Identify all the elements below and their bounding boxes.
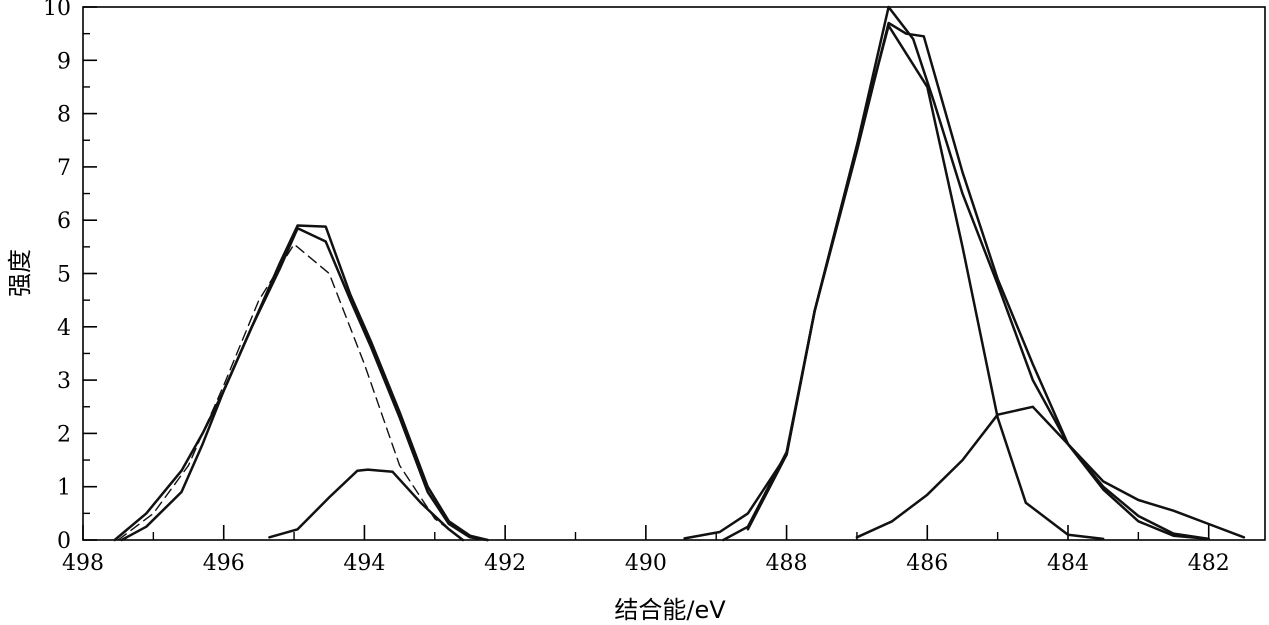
- x-tick-label: 494: [343, 551, 385, 576]
- series-line-6: [722, 21, 1210, 542]
- x-axis-label: 结合能/eV: [614, 596, 726, 624]
- x-tick-label: 484: [1047, 551, 1089, 576]
- series-line-4: [268, 468, 465, 542]
- y-tick-label: 2: [57, 422, 71, 447]
- y-tick-label: 10: [43, 0, 71, 21]
- x-tick-label: 498: [62, 551, 104, 576]
- x-tick-label: 496: [203, 551, 245, 576]
- series-line-1: [113, 224, 489, 542]
- x-tick-label: 486: [906, 551, 948, 576]
- y-tick-label: 9: [57, 49, 71, 74]
- plot-frame: [82, 6, 1266, 541]
- y-tick-label: 0: [57, 529, 71, 554]
- x-tick-label: 488: [766, 551, 808, 576]
- y-tick-label: 6: [57, 209, 71, 234]
- y-tick-label: 4: [57, 316, 71, 341]
- x-tick-label: 492: [484, 551, 526, 576]
- y-tick-label: 3: [57, 369, 71, 394]
- series-line-8: [855, 405, 1210, 541]
- series-line-2: [120, 226, 489, 542]
- x-tick-label: 490: [625, 551, 667, 576]
- series-layer: [113, 5, 1246, 542]
- y-tick-label: 1: [57, 476, 71, 501]
- x-tick-label: 482: [1188, 551, 1230, 576]
- y-tick-label: 8: [57, 103, 71, 128]
- y-tick-label: 7: [57, 156, 71, 181]
- y-axis-label: 强度: [6, 249, 34, 297]
- series-line-7: [746, 24, 1105, 541]
- series-line-3: [117, 243, 464, 541]
- axis-ticks: 498 496 494 492 490 488 486 484 482 0 1 2 3 4 5 6 7 8 9 10: [43, 0, 1230, 576]
- y-tick-label: 5: [57, 263, 71, 288]
